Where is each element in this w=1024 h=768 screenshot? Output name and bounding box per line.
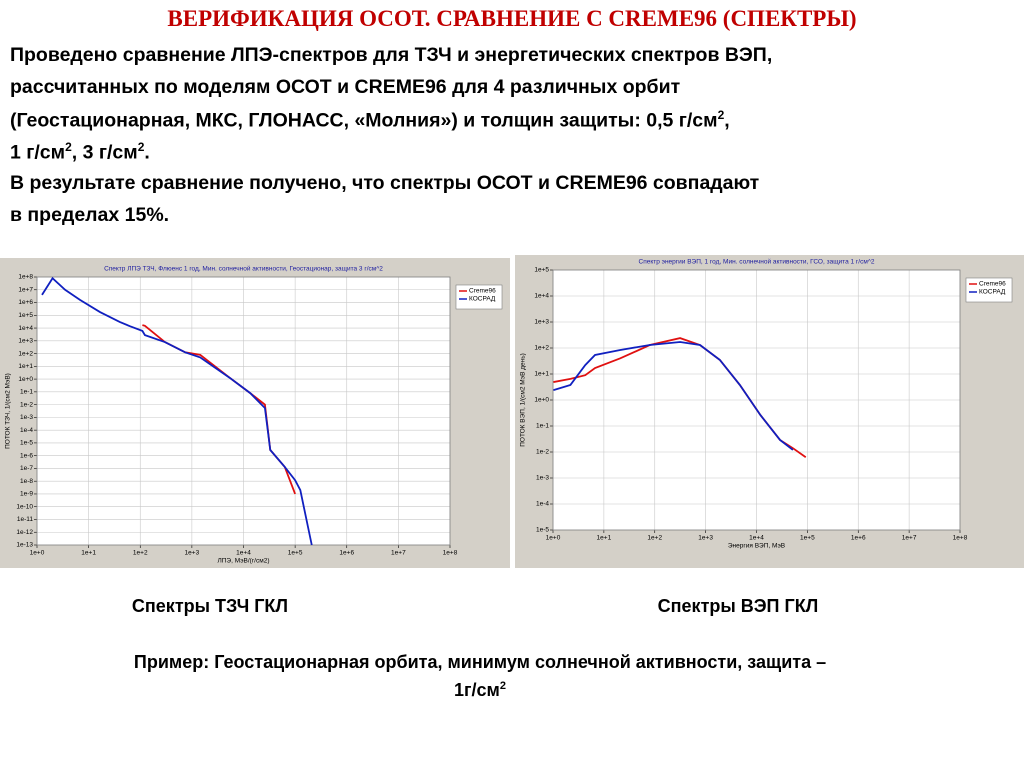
x-tick-label: 1e+8 — [443, 550, 458, 557]
text-line: рассчитанных по моделям ОСОТ и CREME96 д… — [10, 76, 680, 99]
text-line: В результате сравнение получено, что спе… — [10, 172, 759, 195]
text-span: , 3 г/см — [71, 141, 138, 164]
y-tick-label: 1e+3 — [534, 319, 549, 326]
x-tick-label: 1e+1 — [81, 550, 96, 557]
legend-box — [455, 284, 503, 310]
text-span: рассчитанных по моделям ОСОТ и CREME96 д… — [10, 76, 681, 98]
legend-label: КОСРАД — [979, 289, 1006, 296]
chart-title: Спектр энергии ВЭП, 1 год, Мин. солнечно… — [639, 258, 875, 266]
x-tick-label: 1e+3 — [185, 550, 200, 557]
legend-label: Creme96 — [979, 281, 1006, 288]
y-tick-label: 1e-3 — [536, 475, 549, 482]
data-line — [41, 276, 313, 546]
text-line: (Геостационарная, МКС, ГЛОНАСС, «Молния»… — [10, 108, 730, 133]
y-tick-label: 1e+6 — [18, 299, 33, 306]
x-tick-label: 1e+5 — [288, 550, 303, 557]
x-tick-label: 1e+7 — [902, 535, 917, 542]
x-tick-label: 1e+8 — [953, 535, 968, 542]
y-tick-label: 1e+1 — [18, 363, 33, 370]
x-tick-label: 1e+2 — [647, 535, 662, 542]
y-tick-label: 1e+4 — [18, 325, 33, 332]
y-tick-label: 1e-3 — [20, 414, 33, 421]
caption: Спектры ВЭП ГКЛ — [657, 596, 819, 616]
y-tick-label: 1e-11 — [17, 516, 34, 523]
x-tick-label: 1e+7 — [391, 550, 406, 557]
y-tick-label: 1e+2 — [534, 345, 549, 352]
y-tick-label: 1e-5 — [20, 440, 33, 447]
superscript: 2 — [137, 140, 145, 154]
x-tick-label: 1e+0 — [546, 535, 561, 542]
x-tick-label: 1e+0 — [30, 550, 45, 557]
superscript: 2 — [499, 680, 506, 692]
x-tick-label: 1e+6 — [339, 550, 354, 557]
y-tick-label: 1e-4 — [536, 501, 549, 508]
y-tick-label: 1e+8 — [18, 274, 33, 281]
text-line: Пример: Геостационарная орбита, минимум … — [0, 652, 960, 673]
slide-title: ВЕРИФИКАЦИЯ ОСОТ. СРАВНЕНИЕ С CREME96 (С… — [167, 6, 857, 31]
x-tick-label: 1e+5 — [800, 535, 815, 542]
y-tick-label: 1e-10 — [16, 503, 33, 510]
text-span: , — [724, 109, 730, 132]
y-tick-label: 1e-12 — [16, 529, 33, 536]
y-tick-label: 1e+0 — [18, 376, 33, 383]
y-tick-label: 1e-8 — [20, 478, 33, 485]
x-axis-label: ЛПЭ, МэВ/(г/см2) — [217, 558, 269, 565]
x-tick-label: 1e+4 — [236, 550, 251, 557]
y-tick-label: 1e-2 — [20, 401, 33, 408]
y-tick-label: 1e-7 — [20, 465, 33, 472]
legend-box — [965, 277, 1013, 303]
x-tick-label: 1e+3 — [698, 535, 713, 542]
charts: 1e+0 1e+1 1e+2 1e+3 1e+4 1e+5 1e+6 1e+7 1e+8 1e+8… — [0, 255, 1024, 568]
x-tick-label: 1e+1 — [597, 535, 612, 542]
y-tick-label: 1e-5 — [536, 527, 549, 534]
text-line: 1г/см2 — [0, 680, 960, 701]
x-tick-label: 1e+2 — [133, 550, 148, 557]
y-tick-label: 1e-13 — [16, 542, 33, 549]
y-tick-label: 1e-9 — [20, 491, 33, 498]
y-tick-label: 1e+3 — [18, 338, 33, 345]
text-line: 1 г/см2, 3 г/см2. — [10, 140, 150, 165]
y-tick-label: 1e+0 — [534, 397, 549, 404]
y-tick-label: 1e-1 — [536, 423, 549, 430]
y-tick-label: 1e+4 — [534, 293, 549, 300]
y-axis-label: ПОТОК ТЗЧ, 1/(см2 МэВ) — [5, 373, 12, 449]
y-tick-label: 1e-6 — [20, 452, 33, 459]
caption: Спектры ТЗЧ ГКЛ — [131, 596, 289, 616]
y-axis-label: ПОТОК ВЭП, 1/(см2 МэВ день) — [520, 353, 527, 447]
text-span: В результате сравнение получено, что спе… — [10, 172, 760, 194]
text-line: в пределах 15%. — [10, 204, 169, 227]
plot-frame — [36, 276, 451, 546]
x-tick-label: 1e+6 — [851, 535, 866, 542]
text-line: Проведено сравнение ЛПЭ-спектров для ТЗЧ… — [10, 44, 772, 67]
y-tick-label: 1e+5 — [534, 267, 549, 274]
y-tick-label: 1e+2 — [18, 350, 33, 357]
text-span: в пределах 15%. — [10, 204, 170, 226]
y-tick-label: 1e-1 — [20, 389, 33, 396]
y-tick-label: 1e-2 — [536, 449, 549, 456]
chart-title: Спектр ЛПЭ ТЗЧ, Флюенс 1 год, Мин. солне… — [104, 265, 383, 273]
legend-label: КОСРАД — [469, 296, 496, 303]
text-span: 1г/см — [454, 680, 500, 700]
text-span: . — [144, 141, 150, 164]
text-span: (Геостационарная, МКС, ГЛОНАСС, «Молния»… — [10, 109, 718, 132]
superscript: 2 — [65, 140, 72, 154]
plot-frame — [552, 269, 961, 531]
data-line — [553, 341, 794, 451]
y-tick-label: 1e-4 — [20, 427, 33, 434]
x-axis-label: Энергия ВЭП, МэВ — [728, 543, 785, 550]
text-span: Пример: Геостационарная орбита, минимум … — [133, 652, 827, 672]
y-tick-label: 1e+5 — [18, 312, 33, 319]
y-tick-label: 1e+7 — [18, 286, 33, 293]
text-span: Проведено сравнение ЛПЭ-спектров для ТЗЧ… — [10, 44, 773, 66]
superscript: 2 — [717, 108, 725, 122]
y-tick-label: 1e+1 — [534, 371, 549, 378]
text-span: 1 г/см — [10, 141, 66, 164]
x-tick-label: 1e+4 — [749, 535, 764, 542]
legend-label: Creme96 — [469, 288, 496, 295]
